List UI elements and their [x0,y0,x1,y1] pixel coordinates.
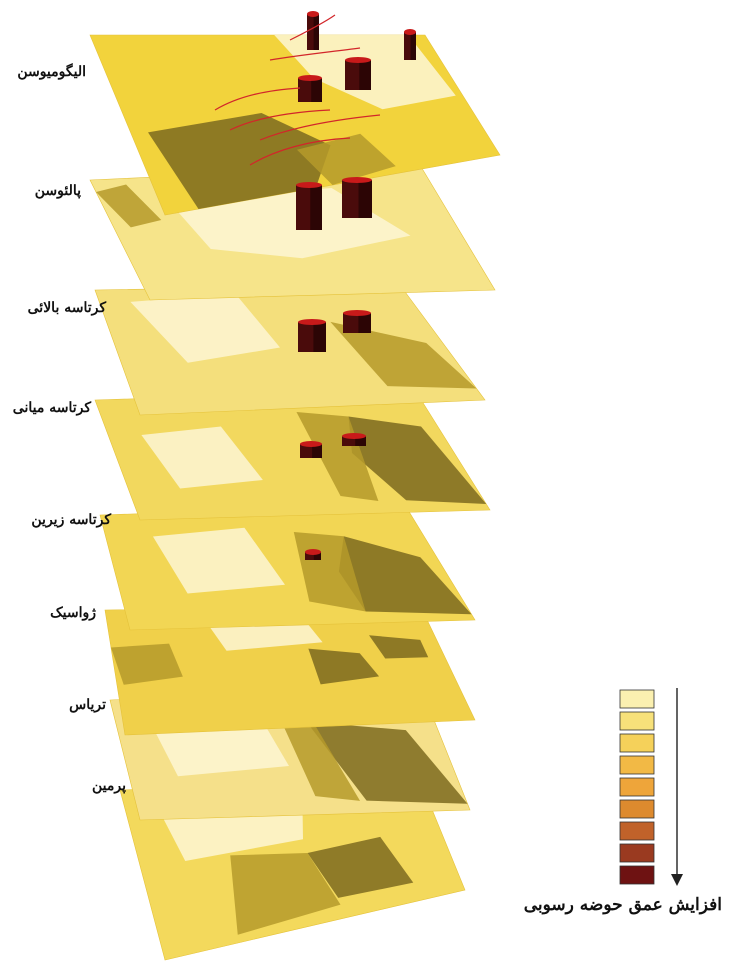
depth-bar-11 [305,549,321,560]
legend-swatch-2 [619,733,655,753]
legend-caption: افزایش عمق حوضه رسوبی [523,895,722,915]
layers-group [89,11,501,961]
legend-swatch-8 [619,865,655,885]
fault-line-4 [249,137,351,166]
zone-oligomiocene-1 [148,113,331,209]
depth-bar-3 [345,57,371,90]
depth-legend [619,688,683,886]
fault-line-3 [269,47,361,61]
fault-line-0 [214,87,301,111]
depth-bar-7 [298,319,326,352]
fault-line-2 [259,114,381,141]
legend-swatch-7 [619,843,655,863]
layer-middle-cretaceous [94,389,491,521]
zone-triassic-1 [279,716,361,801]
zone-permian-1 [230,853,341,935]
depth-bar-6 [342,177,372,218]
legend-swatch-1 [619,711,655,731]
depth-bar-4 [298,75,322,102]
depth-bar-9 [300,441,322,458]
fault-lines [214,14,381,166]
zone-jurassic-2 [369,635,429,659]
layer-label-jurassic: ژواسیک [50,605,96,621]
depth-bar-2 [404,29,416,60]
layer-label-middle-cretaceous: کرتاسه میانی [12,400,91,416]
zone-middle-cretaceous-1 [296,412,379,501]
zone-jurassic-1 [308,648,380,685]
depth-bar-10 [342,433,366,446]
zone-oligomiocene-2 [297,133,396,185]
layer-label-lower-cretaceous: کرتاسه زیرین [31,512,111,528]
legend-swatch-4 [619,777,655,797]
zone-jurassic-0 [111,643,183,685]
zone-lower-cretaceous-0 [338,536,472,615]
legend-swatch-5 [619,799,655,819]
legend-swatch-0 [619,689,655,709]
layer-label-paleocene: پالئوسن [34,183,81,199]
zone-middle-cretaceous-0 [348,416,487,504]
fault-line-1 [229,109,331,131]
fault-line-5 [289,14,336,41]
layer-lower-cretaceous [99,504,476,631]
layer-label-permian: پرمین [91,778,126,794]
legend-swatch-3 [619,755,655,775]
layer-label-oligomiocene: الیگومیوسن [17,64,86,80]
zone-middle-cretaceous-2 [141,426,263,489]
zone-upper-cretaceous-0 [130,293,280,363]
zone-permian-0 [307,836,414,898]
arrow-down-icon [671,688,683,886]
zone-upper-cretaceous-1 [330,321,477,389]
layer-label-triassic: تریاس [69,697,106,713]
legend-swatch-6 [619,821,655,841]
depth-bar-1 [307,11,319,50]
zone-lower-cretaceous-2 [152,527,285,594]
zone-triassic-0 [306,721,468,804]
layer-label-upper-cretaceous: کرتاسه بالائی [27,300,106,316]
depth-bar-8 [343,310,371,333]
layer-upper-cretaceous [94,284,486,416]
zone-paleocene-1 [96,184,162,228]
depth-bar-5 [296,182,322,230]
